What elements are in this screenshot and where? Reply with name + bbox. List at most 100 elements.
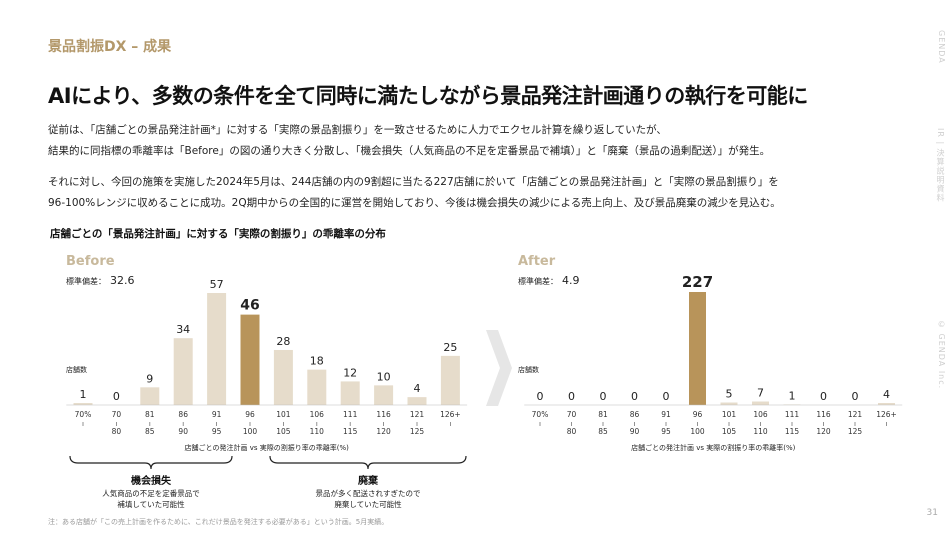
tick-label-top: 81 xyxy=(598,410,608,419)
brace xyxy=(269,455,467,470)
tick-label-bottom: 105 xyxy=(276,427,291,436)
tick-label-bottom: 110 xyxy=(753,427,768,436)
waste-title: 廃棄 xyxy=(358,474,379,487)
tick-label-bottom: 115 xyxy=(343,427,358,436)
page-number: 31 xyxy=(926,508,938,518)
tick-label-top: 106 xyxy=(310,410,325,419)
tick-label-top: 70 xyxy=(112,410,122,419)
data-label: 4 xyxy=(883,388,890,401)
bar xyxy=(173,338,193,405)
tick-label-bottom: 120 xyxy=(376,427,391,436)
paragraph-1: 従前は、「店舗ごとの景品発注計画*」に対する「実際の景品割振り」を一致させるため… xyxy=(48,120,770,162)
x-axis-label: 店舗ごとの発注計画 vs 実際の割振り率の乖離率(%) xyxy=(185,443,350,452)
tick-label-top: 101 xyxy=(722,410,737,419)
data-label: 28 xyxy=(276,335,290,348)
page-title: AIにより、多数の条件を全て同時に満たしながら景品発注計画通りの執行を可能に xyxy=(48,84,808,108)
tick-label-bottom: 125 xyxy=(410,427,425,436)
bar xyxy=(407,397,427,405)
tick-label-bottom: 80 xyxy=(567,427,577,436)
paragraph-2: それに対し、今回の施策を実施した2024年5月は、244店舗の内の9割超に当たる… xyxy=(48,172,781,214)
tick-label-bottom: 115 xyxy=(785,427,800,436)
data-label: 9 xyxy=(146,372,153,385)
tick-label-bottom: 85 xyxy=(598,427,608,436)
bar xyxy=(340,381,360,405)
tick-label-bottom: 120 xyxy=(816,427,831,436)
tick-label-top: 96 xyxy=(693,410,703,419)
data-label: 0 xyxy=(663,390,670,403)
data-label: 0 xyxy=(537,390,544,403)
tick-label-bottom: 110 xyxy=(310,427,325,436)
std-dev-label: 標準偏差： xyxy=(518,276,558,286)
tick-label-top: 106 xyxy=(753,410,768,419)
tick-label-top: 111 xyxy=(785,410,800,419)
side-brand: GENDA xyxy=(937,30,946,64)
bar xyxy=(720,402,738,405)
std-dev-value: 4.9 xyxy=(562,274,580,287)
chart-title: 店舗ごとの「景品発注計画」に対する「実際の割振り」の乖離率の分布 xyxy=(50,228,386,240)
waste-line-1: 景品が多く配送されすぎたので xyxy=(316,488,421,498)
tick-label-top: 70% xyxy=(532,410,549,419)
tick-label-top: 101 xyxy=(276,410,291,419)
data-label: 34 xyxy=(176,323,190,336)
data-label: 0 xyxy=(113,390,120,403)
data-label: 25 xyxy=(443,341,457,354)
bar xyxy=(73,403,93,405)
tick-label-top: 86 xyxy=(178,410,188,419)
tick-label-bottom: 105 xyxy=(722,427,737,436)
tick-label-top: 91 xyxy=(212,410,222,419)
bar xyxy=(207,293,227,405)
bar xyxy=(440,355,460,405)
paragraph-1-line-2: 結果的に同指標の乖離率は「Before」の図の通り大きく分散し、「機会損失（人気… xyxy=(48,145,771,157)
data-label: 0 xyxy=(631,390,638,403)
data-label: 18 xyxy=(310,355,324,368)
data-label: 0 xyxy=(820,390,827,403)
y-axis-label: 店舗数 xyxy=(66,365,87,374)
tick-label-bottom: 95 xyxy=(212,427,222,436)
data-label: 12 xyxy=(343,366,357,379)
tick-label-bottom: 90 xyxy=(630,427,640,436)
data-label: 7 xyxy=(757,387,764,400)
tick-label-top: 111 xyxy=(343,410,358,419)
tick-label-bottom: 90 xyxy=(178,427,188,436)
data-label: 0 xyxy=(600,390,607,403)
data-label: 5 xyxy=(726,388,733,401)
section-label: 景品割振DX – 成果 xyxy=(48,39,172,55)
tick-label-top: 91 xyxy=(661,410,671,419)
panel-label: Before xyxy=(66,254,115,269)
bar xyxy=(240,314,260,405)
brace xyxy=(69,455,233,470)
data-label: 1 xyxy=(789,390,796,403)
std-dev-value: 32.6 xyxy=(110,274,135,287)
tick-label-bottom: 80 xyxy=(112,427,122,436)
data-label: 0 xyxy=(568,390,575,403)
bar xyxy=(307,369,327,405)
data-label: 10 xyxy=(377,370,391,383)
side-copyright: © GENDA Inc. xyxy=(937,320,946,390)
tick-label-top: 116 xyxy=(816,410,831,419)
tick-label-top: 121 xyxy=(410,410,425,419)
x-axis-label: 店舗ごとの発注計画 vs 実際の割振り率の乖離率(%) xyxy=(631,443,796,452)
data-label: 1 xyxy=(80,388,87,401)
bar xyxy=(374,385,394,405)
tick-label-bottom: 100 xyxy=(690,427,705,436)
tick-label-top: 86 xyxy=(630,410,640,419)
opportunity-loss-line-2: 補填していた可能性 xyxy=(117,499,185,509)
tick-label-bottom: 85 xyxy=(145,427,155,436)
bar xyxy=(752,401,769,405)
transition-arrow-icon xyxy=(486,330,512,406)
paragraph-2-line-1: それに対し、今回の施策を実施した2024年5月は、244店舗の内の9割超に当たる… xyxy=(48,176,779,188)
tick-label-top: 126+ xyxy=(876,410,897,419)
paragraph-1-line-1: 従前は、「店舗ごとの景品発注計画*」に対する「実際の景品割振り」を一致させるため… xyxy=(48,124,667,136)
tick-label-top: 116 xyxy=(376,410,391,419)
data-label: 46 xyxy=(240,298,259,314)
tick-label-bottom: 95 xyxy=(661,427,671,436)
bar xyxy=(878,403,895,405)
tick-label-top: 70 xyxy=(567,410,577,419)
tick-label-top: 126+ xyxy=(440,410,461,419)
y-axis-label: 店舗数 xyxy=(518,365,539,374)
footnote: 注：ある店舗が「この売上計画を作るために、これだけ景品を発注する必要がある」とい… xyxy=(48,518,389,526)
data-label: 4 xyxy=(414,382,421,395)
paragraph-2-line-2: 96-100%レンジに収めることに成功。2Q期中からの全国的に運営を開始しており… xyxy=(48,197,781,209)
